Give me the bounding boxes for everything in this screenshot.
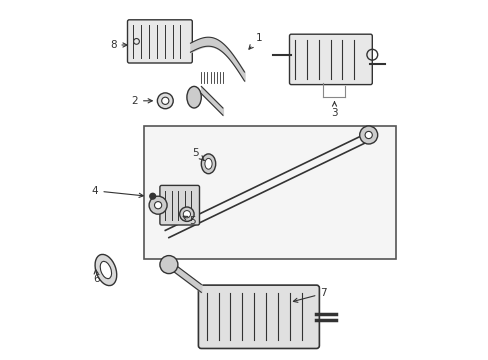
Bar [143, 126, 395, 259]
Ellipse shape [204, 158, 212, 169]
FancyBboxPatch shape [127, 20, 192, 63]
Circle shape [160, 256, 178, 274]
Circle shape [157, 93, 173, 109]
Ellipse shape [95, 255, 117, 285]
Circle shape [179, 207, 194, 221]
Circle shape [162, 97, 168, 104]
Ellipse shape [186, 86, 201, 108]
Text: 7: 7 [293, 288, 326, 302]
Circle shape [365, 131, 371, 139]
Circle shape [154, 202, 162, 209]
FancyBboxPatch shape [160, 185, 199, 225]
Text: 3: 3 [330, 102, 337, 118]
Ellipse shape [100, 261, 111, 279]
Circle shape [183, 211, 190, 218]
Circle shape [149, 193, 155, 199]
Text: 5: 5 [192, 148, 203, 161]
Text: 2: 2 [131, 96, 152, 106]
FancyBboxPatch shape [289, 34, 371, 85]
Text: 4: 4 [92, 186, 143, 197]
Ellipse shape [201, 154, 215, 174]
Circle shape [149, 196, 167, 214]
Text: 8: 8 [110, 40, 127, 50]
Circle shape [359, 126, 377, 144]
FancyBboxPatch shape [198, 285, 319, 348]
Text: 6: 6 [93, 269, 100, 284]
Text: 1: 1 [248, 33, 262, 49]
Text: 5: 5 [183, 216, 195, 226]
